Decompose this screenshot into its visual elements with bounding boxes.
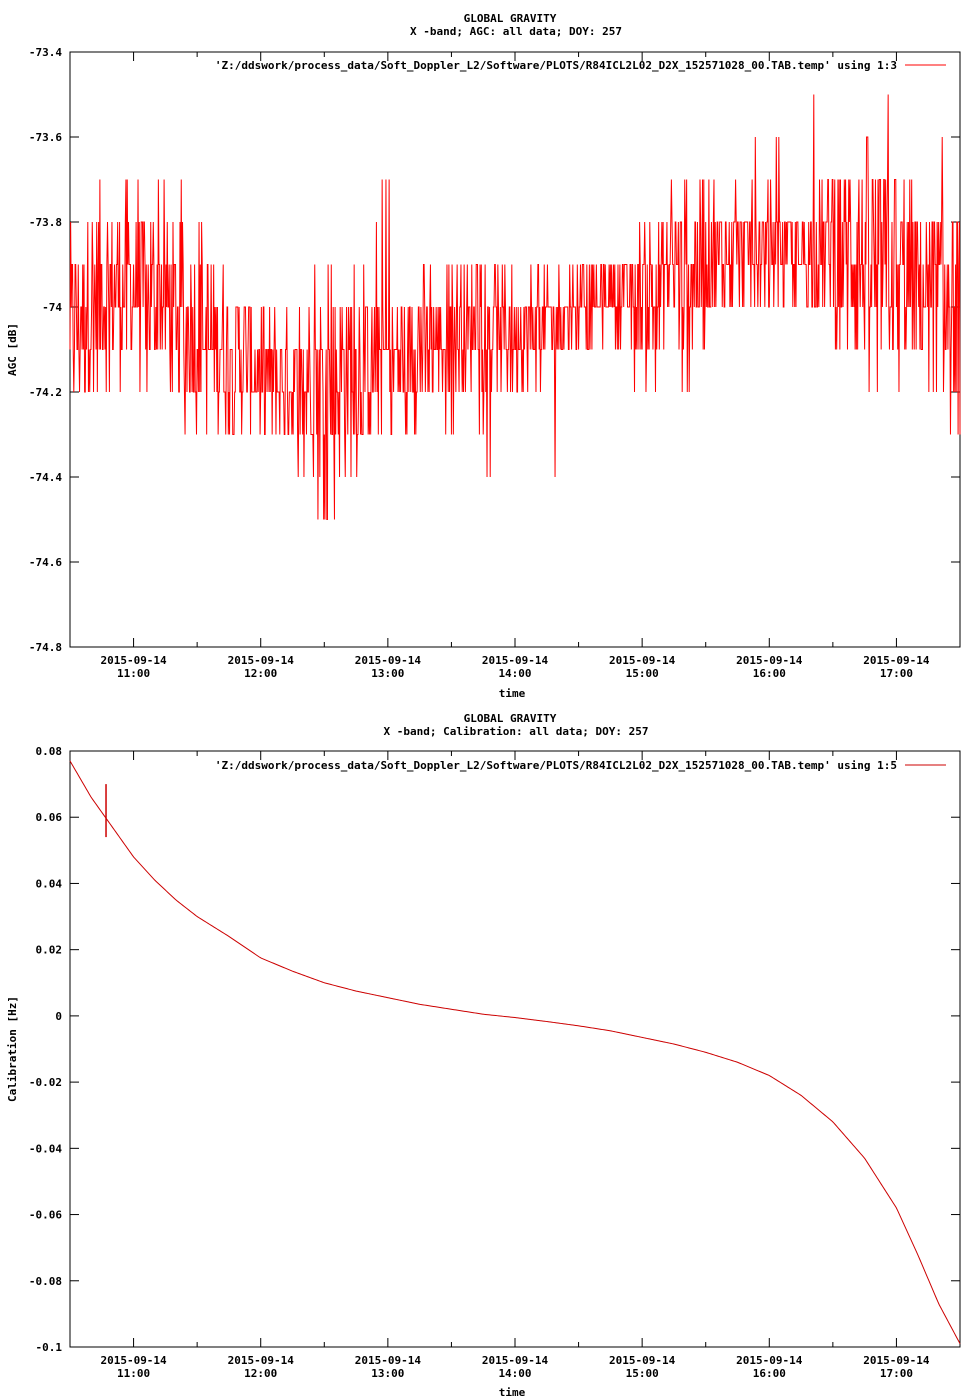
y-axis-label: AGC [dB] xyxy=(6,323,19,376)
y-tick-label: -73.6 xyxy=(29,131,62,144)
x-tick-time: 11:00 xyxy=(117,667,150,680)
chart-subtitle: X -band; AGC: all data; DOY: 257 xyxy=(410,25,622,38)
y-tick-label: -74.2 xyxy=(29,386,62,399)
x-tick-time: 16:00 xyxy=(753,1367,786,1380)
y-tick-label: -0.02 xyxy=(29,1076,62,1089)
y-tick-label: -74.6 xyxy=(29,556,62,569)
x-tick-date: 2015-09-14 xyxy=(100,654,167,667)
x-tick-time: 16:00 xyxy=(753,667,786,680)
y-tick-label: 0.02 xyxy=(36,944,63,957)
y-axis-label: Calibration [Hz] xyxy=(6,996,19,1102)
y-tick-label: -0.06 xyxy=(29,1209,62,1222)
legend-entry: 'Z:/ddswork/process_data/Soft_Doppler_L2… xyxy=(215,759,897,772)
x-axis-label: time xyxy=(499,1386,526,1399)
x-tick-date: 2015-09-14 xyxy=(482,654,549,667)
y-tick-label: -0.08 xyxy=(29,1275,62,1288)
y-tick-label: -74 xyxy=(42,301,62,314)
x-tick-date: 2015-09-14 xyxy=(609,654,676,667)
legend-entry: 'Z:/ddswork/process_data/Soft_Doppler_L2… xyxy=(215,59,897,72)
x-tick-date: 2015-09-14 xyxy=(609,1354,676,1367)
series-line xyxy=(69,94,961,520)
x-tick-time: 13:00 xyxy=(371,667,404,680)
x-tick-time: 13:00 xyxy=(371,1367,404,1380)
x-tick-date: 2015-09-14 xyxy=(736,654,803,667)
x-tick-time: 14:00 xyxy=(498,667,531,680)
x-tick-date: 2015-09-14 xyxy=(355,654,422,667)
x-tick-time: 15:00 xyxy=(626,667,659,680)
x-tick-time: 17:00 xyxy=(880,1367,913,1380)
x-tick-time: 17:00 xyxy=(880,667,913,680)
x-tick-date: 2015-09-14 xyxy=(863,1354,930,1367)
x-tick-time: 14:00 xyxy=(498,1367,531,1380)
x-tick-date: 2015-09-14 xyxy=(228,654,295,667)
y-tick-label: 0.04 xyxy=(36,877,63,890)
x-tick-date: 2015-09-14 xyxy=(228,1354,295,1367)
series-line xyxy=(69,760,961,1344)
chart-title: GLOBAL GRAVITY xyxy=(464,712,557,725)
y-tick-label: -74.8 xyxy=(29,641,62,654)
y-tick-label: -73.4 xyxy=(29,46,62,59)
x-tick-date: 2015-09-14 xyxy=(482,1354,549,1367)
plot-frame xyxy=(69,750,961,1348)
y-tick-label: -0.1 xyxy=(36,1341,63,1354)
chart-subtitle: X -band; Calibration: all data; DOY: 257 xyxy=(384,725,649,738)
y-tick-label: -0.04 xyxy=(29,1142,62,1155)
y-tick-label: 0.08 xyxy=(36,745,63,758)
y-tick-label: 0.06 xyxy=(36,811,63,824)
y-tick-label: -74.4 xyxy=(29,471,62,484)
x-tick-date: 2015-09-14 xyxy=(355,1354,422,1367)
chart-title: GLOBAL GRAVITY xyxy=(464,12,557,25)
x-tick-date: 2015-09-14 xyxy=(100,1354,167,1367)
x-tick-time: 12:00 xyxy=(244,667,277,680)
x-tick-date: 2015-09-14 xyxy=(863,654,930,667)
x-tick-time: 12:00 xyxy=(244,1367,277,1380)
x-tick-time: 15:00 xyxy=(626,1367,659,1380)
x-tick-time: 11:00 xyxy=(117,1367,150,1380)
y-tick-label: 0 xyxy=(55,1010,62,1023)
y-tick-label: -73.8 xyxy=(29,216,62,229)
x-axis-label: time xyxy=(499,687,526,700)
x-tick-date: 2015-09-14 xyxy=(736,1354,803,1367)
